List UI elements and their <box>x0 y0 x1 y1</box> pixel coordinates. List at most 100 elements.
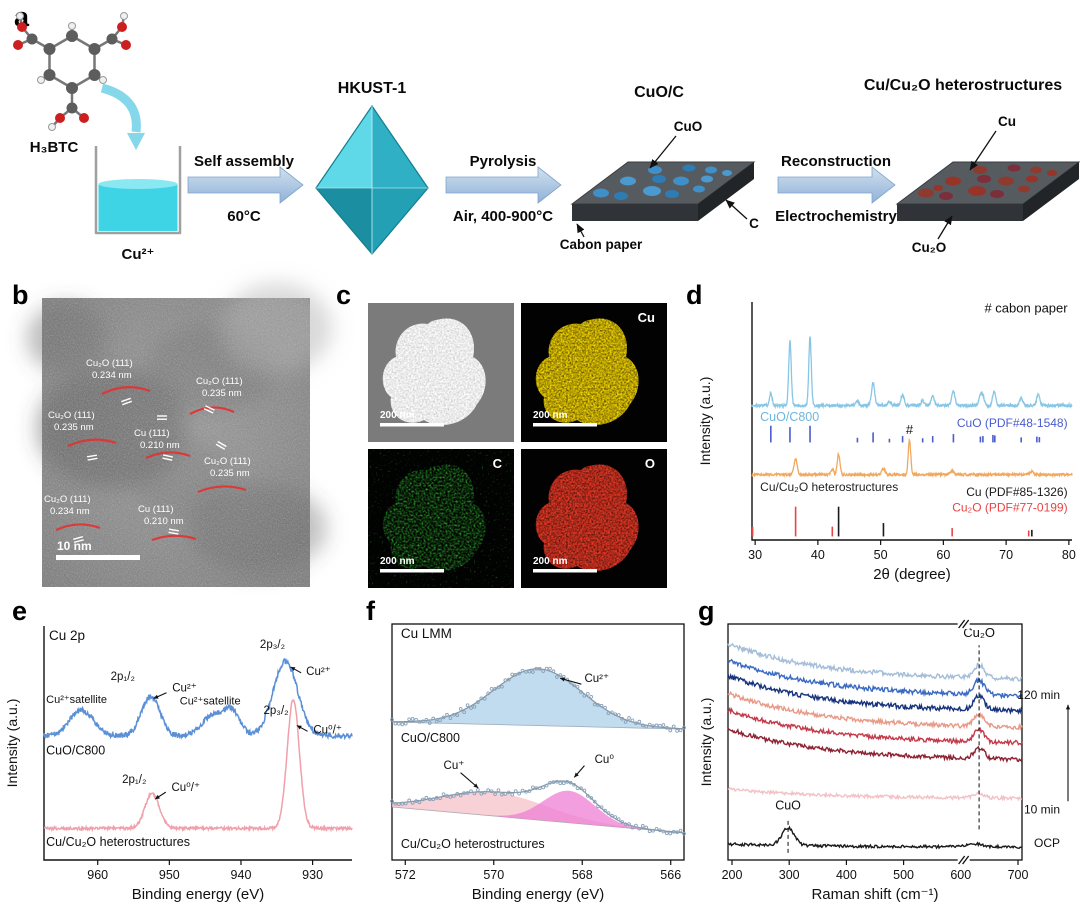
data-point <box>517 791 521 796</box>
pour-arrowhead <box>127 133 145 150</box>
time-label: 10 min <box>1024 802 1060 816</box>
data-point <box>664 831 669 836</box>
data-point <box>623 822 628 827</box>
x-tick-label: 80 <box>1062 548 1076 562</box>
x-tick-label: 568 <box>572 868 593 882</box>
data-point <box>634 721 638 726</box>
cu2o-annotation-arrow <box>937 215 953 240</box>
chart-annotation: Cu⁺ <box>444 760 465 772</box>
cu2plus-label: Cu²⁺ <box>122 246 155 263</box>
data-point <box>620 820 625 824</box>
data-point <box>448 795 453 799</box>
data-point <box>469 706 473 710</box>
panel-f-auger-chart: 572 570 568 566 Binding energy (eV) Cu LMM Cu²… <box>390 623 686 903</box>
svg-text:Cu (111): Cu (111) <box>138 504 174 515</box>
step3-bottom-label: Electrochemistry <box>775 208 897 225</box>
data-point <box>510 792 515 797</box>
svg-text:Cu (111): Cu (111) <box>134 428 170 439</box>
panel-c-cu-map: Cu 200 nm <box>521 303 667 442</box>
data-point <box>403 801 408 806</box>
data-point <box>548 780 552 785</box>
cuo-particles <box>593 164 732 200</box>
chart-annotation: Cu 2p <box>49 628 85 643</box>
chart-annotation: Cu⁰/⁺ <box>171 782 200 794</box>
data-point <box>403 721 408 726</box>
c-annotation: C <box>749 216 759 231</box>
chart-annotation: 2p₁/₂ <box>122 774 146 786</box>
lattice-boundary-arcs <box>55 386 247 542</box>
step1-bottom-label: 60°C <box>227 208 261 225</box>
lattice-annotations: Cu₂O (111)0.234 nm Cu₂O (111)0.235 nm Cu… <box>44 358 251 527</box>
data-point <box>493 792 497 796</box>
fit-component <box>392 790 684 833</box>
panel-b-hrtem-image: Cu₂O (111)0.234 nm Cu₂O (111)0.235 nm Cu… <box>27 283 332 587</box>
svg-text:0.235 nm: 0.235 nm <box>210 468 250 479</box>
data-point <box>627 716 631 720</box>
xps-curve <box>43 658 353 741</box>
data-point <box>476 700 480 704</box>
cuoc-title: CuO/C <box>634 84 684 101</box>
data-point <box>555 675 559 679</box>
cu-cu2o-particles <box>918 164 1057 200</box>
cu-annotation: Cu <box>998 114 1016 129</box>
data-point <box>613 712 618 717</box>
chart-annotation: Cu⁰/⁺ <box>313 725 342 737</box>
data-point <box>441 715 446 720</box>
data-point <box>654 826 659 831</box>
data-point <box>644 724 649 729</box>
data-point <box>647 722 652 727</box>
data-point <box>579 690 583 694</box>
tem-scalebar <box>56 555 140 560</box>
data-point <box>551 669 556 674</box>
panel-label-d: d <box>686 280 703 310</box>
step3-top-label: Reconstruction <box>781 153 891 170</box>
cu-map-scalebar-label: 200 nm <box>533 410 568 421</box>
data-point <box>592 799 597 804</box>
data-point <box>630 718 635 723</box>
data-point <box>434 795 439 800</box>
cuoc-slab <box>570 161 756 221</box>
data-point <box>623 720 628 724</box>
axis-break-mark <box>962 619 970 629</box>
data-point <box>500 684 504 689</box>
x-tick-label: 960 <box>87 868 108 882</box>
data-point <box>414 717 418 722</box>
hkust1-label: HKUST-1 <box>338 80 407 97</box>
cu-annotation-arrow <box>969 130 997 171</box>
chart-annotation: Cu⁰ <box>595 754 615 766</box>
cu-map-scalebar <box>533 423 597 427</box>
data-point <box>558 673 563 677</box>
data-point <box>599 805 604 810</box>
o-map-label: O <box>645 456 655 471</box>
data-point <box>582 788 587 793</box>
data-point <box>493 686 497 691</box>
panel-label-c: c <box>336 280 352 310</box>
data-point <box>541 669 546 673</box>
data-point <box>393 721 398 726</box>
cu2o-annotation: Cu₂O <box>912 240 947 255</box>
data-point <box>647 829 652 834</box>
data-point <box>640 824 645 828</box>
cuo-annotation-arrow <box>649 135 677 169</box>
data-point <box>407 798 412 803</box>
chart-annotation: CuO/C800 <box>401 731 460 745</box>
data-point <box>661 723 666 727</box>
axis-break-mark <box>958 619 966 629</box>
lattice-fringe-marks <box>72 397 227 544</box>
data-point <box>637 719 642 724</box>
data-point <box>482 696 487 701</box>
data-point <box>568 780 573 785</box>
data-point <box>424 795 429 800</box>
svg-text:0.235 nm: 0.235 nm <box>54 422 94 433</box>
data-point <box>613 815 618 819</box>
chart-annotation: Cu²⁺ <box>584 673 609 685</box>
chart-annotation: Cu/Cu₂O heterostructures <box>46 835 190 849</box>
data-point <box>671 829 676 834</box>
panel-label-b: b <box>12 280 29 310</box>
panel-label-g: g <box>698 596 715 626</box>
data-point <box>579 786 583 791</box>
data-point <box>596 804 600 809</box>
data-point <box>544 666 549 671</box>
chart-annotation: Cu₂O (PDF#77-0199) <box>952 500 1067 514</box>
chart-annotation: Cu (PDF#85-1326) <box>966 485 1067 499</box>
